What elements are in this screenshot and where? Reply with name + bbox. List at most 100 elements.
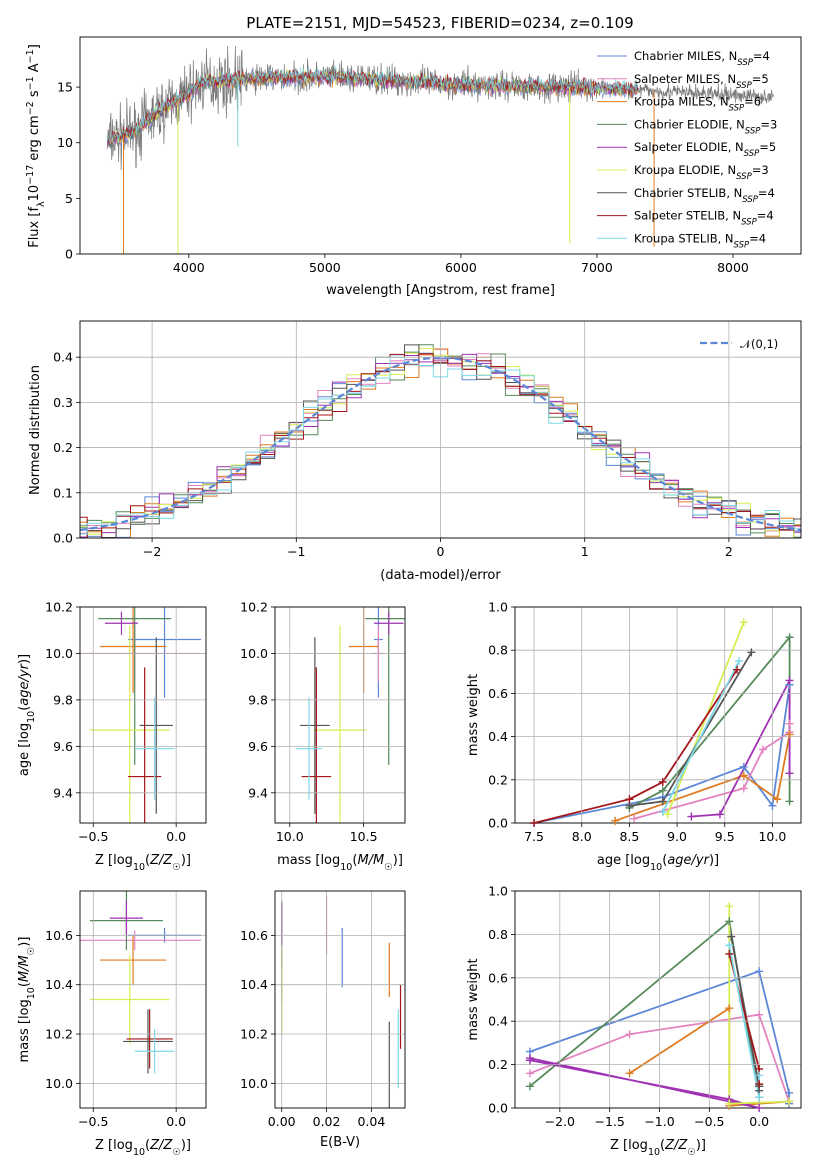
label-part: )]	[696, 1138, 706, 1153]
series-marker-yellow	[725, 1099, 734, 1108]
label-part: λ	[36, 201, 47, 207]
legend-text: Chabrier MILES, N	[634, 49, 737, 63]
label-part: Flux [f	[27, 207, 42, 248]
legend-label: Chabrier STELIB, NSSP=4	[634, 186, 775, 205]
figure-title: PLATE=2151, MJD=54523, FIBERID=0234, z=0…	[246, 14, 633, 32]
panel-age_vs_mass: 10.0 10.5 9.4 9.6 9.8 10.0 10.2 mass [log10(M/M…	[240, 600, 406, 873]
series-marker-cyan	[735, 657, 744, 665]
tick-label-y: 9.8	[248, 692, 268, 707]
x-axis-label: mass [log10(M/M☉)]	[277, 853, 403, 873]
y-axis-label: mass weight	[466, 674, 481, 756]
legend-sub: SSP	[734, 240, 750, 250]
label-part: ☉	[687, 1147, 696, 1158]
label-part: )]	[181, 1138, 191, 1153]
tick-label-y: 0.4	[488, 1014, 508, 1029]
label-part: erg cm	[27, 115, 42, 164]
tick-label-y: 10.6	[45, 928, 73, 943]
series-marker-cyan	[725, 941, 734, 950]
label-part: 10	[650, 862, 662, 873]
series-line-pink	[529, 1013, 790, 1102]
legend-text: Kroupa STELIB, N	[634, 231, 734, 245]
label-part: M/M	[357, 853, 384, 868]
series-marker-purple	[687, 812, 696, 821]
x-axis-label: Z [log10(Z/Z☉)]	[95, 1138, 191, 1158]
axes-frame	[274, 606, 406, 824]
axes-frame	[79, 320, 802, 539]
tick-label-x: 8.0	[572, 829, 592, 844]
tick-label-y: 1.0	[488, 600, 508, 615]
legend-text: Salpeter STELIB, N	[634, 209, 741, 223]
legend-sub: SSP	[741, 218, 757, 228]
label-part: (	[145, 853, 150, 868]
tick-label-y: 0.8	[488, 643, 508, 658]
legend-text: Chabrier STELIB, N	[634, 186, 742, 200]
series-marker-yellow	[663, 810, 672, 819]
tick-label-x: −2.0	[545, 1114, 575, 1129]
tick-label-x: −0.5	[694, 1114, 724, 1129]
tick-label-y: 10.2	[45, 1027, 73, 1042]
plot-area-mass_vs_EBV	[281, 895, 402, 1108]
series-line-red	[533, 669, 738, 823]
x-axis-label: (data-model)/error	[380, 568, 501, 583]
tick-label-y: 9.6	[53, 739, 73, 754]
legend-label: Salpeter STELIB, NSSP=4	[634, 209, 774, 228]
series-marker-red	[755, 1080, 764, 1089]
series-marker-red	[725, 949, 734, 958]
plot-area-spectrum	[106, 45, 775, 254]
axes-frame	[274, 890, 406, 1109]
axes-frame	[79, 606, 207, 824]
label-part: −1	[25, 76, 36, 90]
label-part: Z/Z	[149, 1138, 173, 1153]
label-part: 10	[27, 185, 42, 202]
tick-label-x: 7.5	[524, 829, 544, 844]
label-part: Z [log	[95, 1138, 133, 1153]
tick-label-y: 10.2	[45, 600, 73, 615]
label-part: )]	[181, 853, 191, 868]
series-marker-orange	[785, 730, 794, 739]
legend-label: Salpeter ELODIE, NSSP=5	[634, 140, 776, 159]
label-part: 10	[340, 862, 352, 873]
y-axis-label: Normed distribution	[28, 365, 43, 495]
series-marker-purple	[715, 810, 724, 819]
tick-label-y: 15	[57, 80, 73, 95]
tick-label-x: 0	[437, 544, 445, 559]
tick-label-x: −2	[143, 544, 161, 559]
label-part: Z [log	[95, 853, 133, 868]
tick-label-y: 0.3	[53, 395, 73, 410]
series-marker-red	[733, 665, 742, 674]
tick-label-y: 0.8	[488, 927, 508, 942]
plot-area-age_vs_mass	[295, 607, 405, 823]
series-marker-green	[785, 797, 794, 806]
series-marker-green	[725, 917, 734, 926]
tick-label-y: 0.6	[488, 686, 508, 701]
label-part: 10	[133, 862, 145, 873]
legend-text: =3	[760, 117, 777, 131]
panel-age_vs_Z: −0.5 0.09.49.69.810.010.2Z [log10(Z/Z☉)]a…	[17, 600, 207, 873]
label-part: ☉	[384, 862, 393, 873]
legend-sub: SSP	[745, 126, 761, 136]
tick-label-y: 10.2	[240, 600, 268, 615]
x-axis-label: wavelength [Angstrom, rest frame]	[326, 283, 555, 298]
tick-label-x: −0.5	[78, 1114, 108, 1129]
series-marker-blue	[755, 967, 764, 976]
tick-label-y: 10.4	[240, 977, 268, 992]
tick-label-y: 0.2	[488, 772, 508, 787]
tick-label-x: −1.0	[644, 1114, 674, 1129]
tick-label-y: 10.0	[240, 646, 268, 661]
tick-label-y: 10.6	[240, 928, 268, 943]
legend-text: =5	[752, 72, 769, 86]
series-marker-yellow	[785, 1097, 794, 1106]
legend-text: Salpeter MILES, N	[634, 72, 736, 86]
series-marker-gray	[727, 932, 736, 941]
label-part: (	[660, 1138, 665, 1153]
axes-frame	[514, 606, 802, 824]
label-part: A	[27, 63, 42, 76]
tick-label-y: 0.0	[488, 1101, 508, 1116]
legend-text: =4	[749, 231, 766, 245]
series-marker-orange	[739, 771, 748, 780]
label-part: Z/Z	[149, 853, 173, 868]
tick-label-y: 10.2	[240, 1027, 268, 1042]
series-marker-green	[658, 786, 667, 795]
label-part: ☉	[26, 947, 37, 956]
series-marker-gray	[658, 797, 667, 806]
